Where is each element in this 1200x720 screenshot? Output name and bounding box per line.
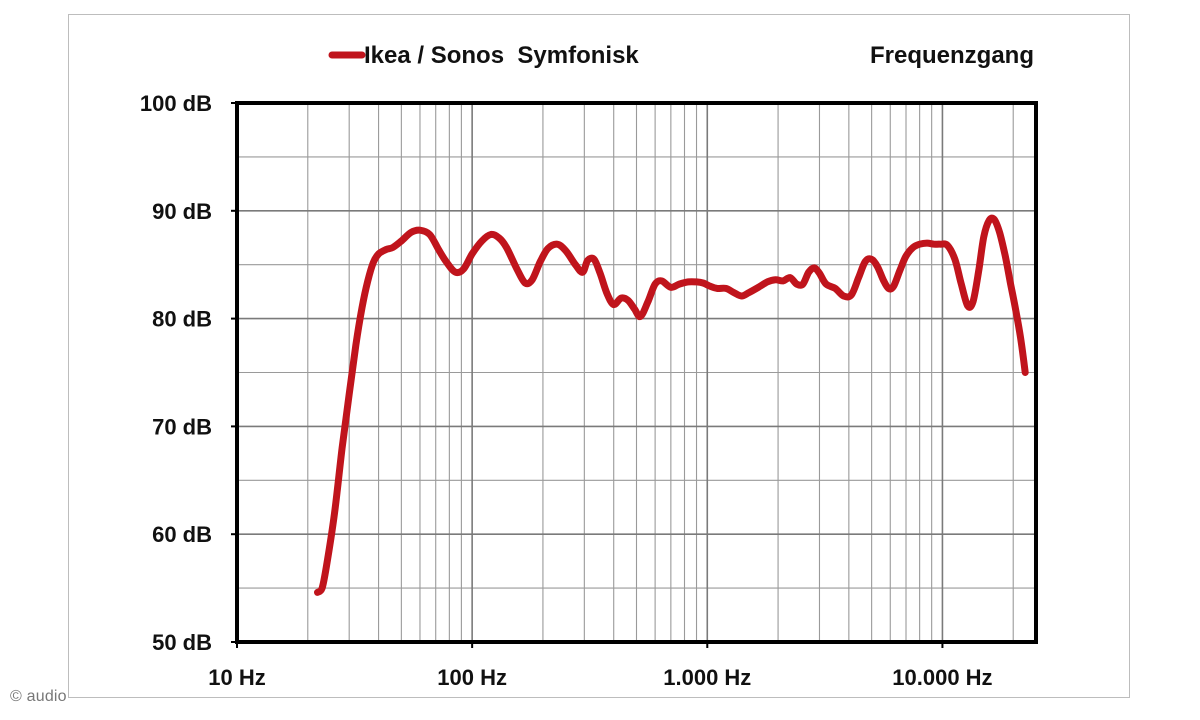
chart-title: Frequenzgang xyxy=(870,42,1034,69)
x-tick-label: 100 Hz xyxy=(437,665,507,690)
legend: Ikea / Sonos Symfonisk xyxy=(328,42,639,69)
x-tick-label: 10.000 Hz xyxy=(892,665,992,690)
y-tick-label: 50 dB xyxy=(152,630,212,655)
y-tick-label: 90 dB xyxy=(152,199,212,224)
copyright-watermark: © audio xyxy=(10,688,67,705)
y-tick-label: 80 dB xyxy=(152,307,212,332)
legend-label: Ikea / Sonos Symfonisk xyxy=(364,42,639,69)
y-axis-ticks: 100 dB 90 dB 80 dB 70 dB 60 dB 50 dB xyxy=(140,91,237,655)
y-tick-label: 100 dB xyxy=(140,91,212,116)
series-line-symfonisk xyxy=(314,214,1029,596)
y-tick-label: 70 dB xyxy=(152,414,212,439)
chart-frame xyxy=(68,14,1130,698)
plot-border xyxy=(235,101,1038,644)
x-tick-label: 1.000 Hz xyxy=(663,665,751,690)
minor-gridlines xyxy=(237,103,1036,642)
major-gridlines xyxy=(471,103,944,642)
x-tick-label: 10 Hz xyxy=(208,665,265,690)
y-tick-label: 60 dB xyxy=(152,522,212,547)
x-axis-ticks: 10 Hz 100 Hz 1.000 Hz 10.000 Hz xyxy=(208,642,993,690)
